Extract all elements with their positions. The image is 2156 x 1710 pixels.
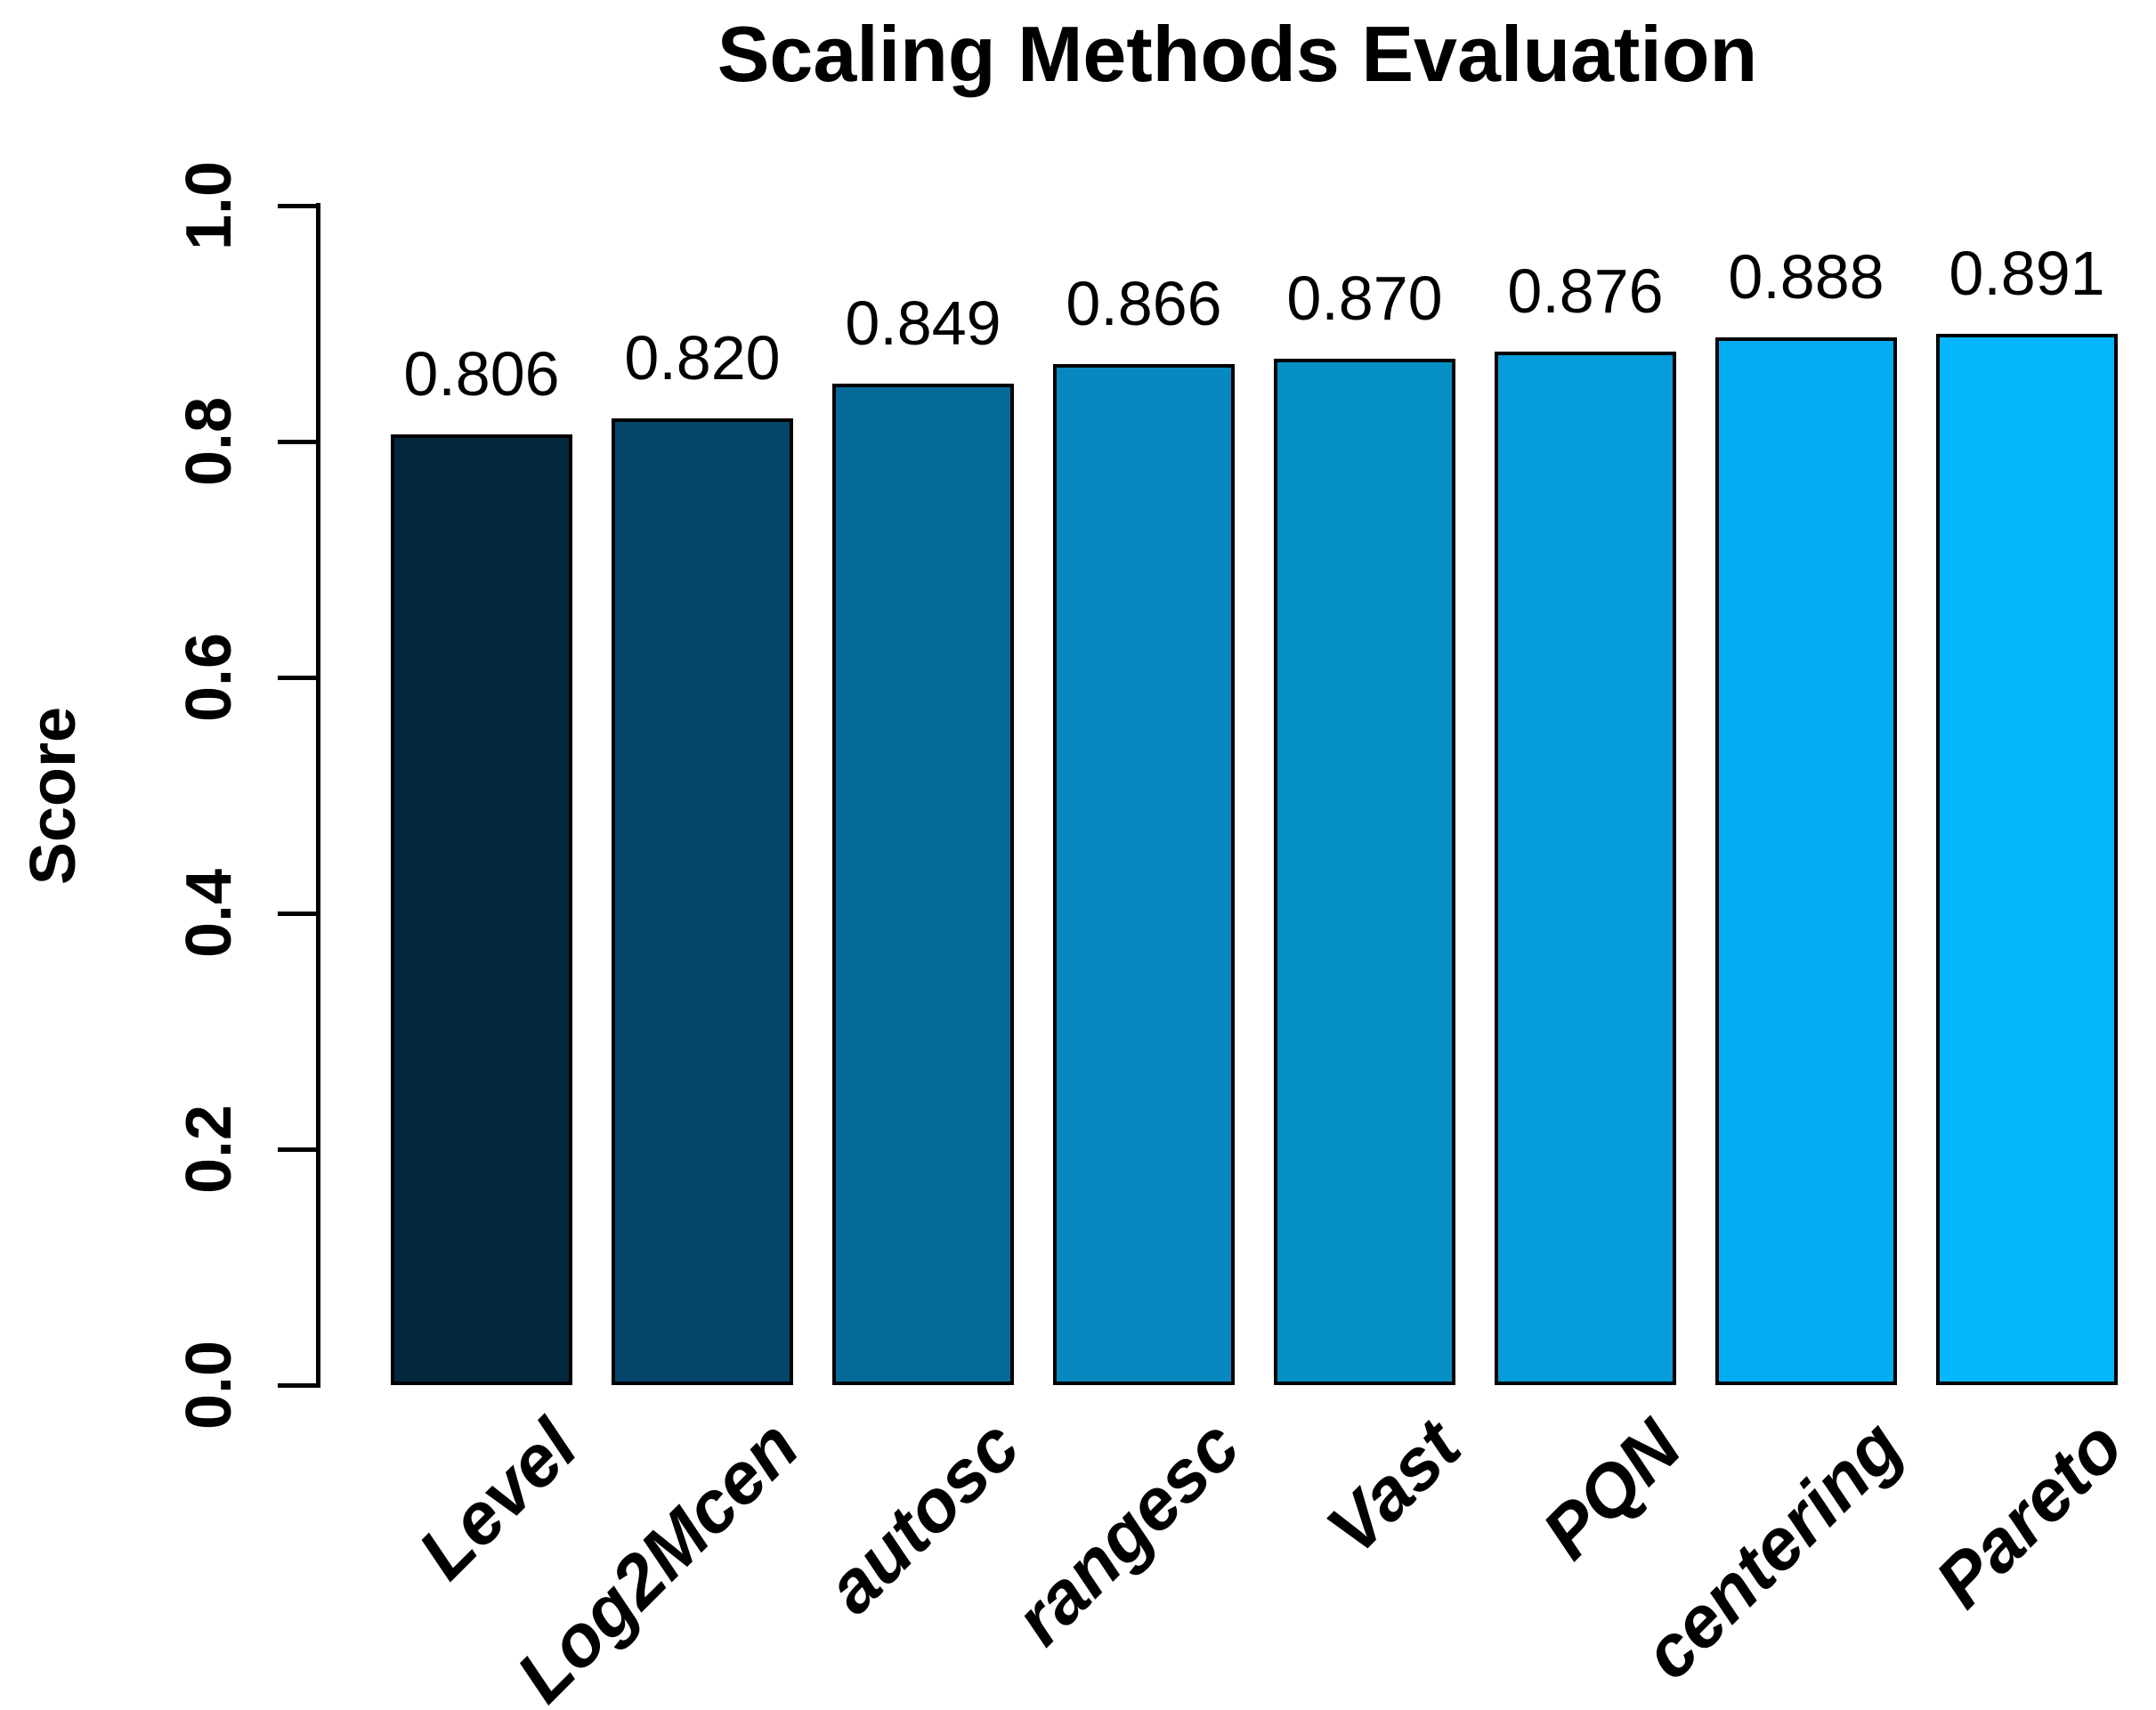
bar-value-label: 0.806	[403, 339, 560, 409]
y-tick-label: 0.0	[174, 1340, 245, 1430]
y-tick-label: 0.6	[174, 632, 245, 723]
y-tick	[278, 1147, 319, 1152]
bar-value-label: 0.891	[1949, 239, 2105, 309]
x-category-label: Level	[403, 1405, 594, 1595]
x-category-label: autosc	[810, 1405, 1035, 1629]
y-tick-label: 0.4	[174, 868, 245, 959]
y-axis-label: Score	[18, 706, 89, 886]
bar-value-label: 0.876	[1507, 256, 1664, 327]
y-tick-label: 1.0	[174, 160, 245, 251]
bar	[1936, 334, 2118, 1385]
y-tick	[278, 440, 319, 444]
bar	[1053, 363, 1235, 1385]
bar	[612, 417, 793, 1385]
x-category-label: Vast	[1311, 1405, 1477, 1570]
x-category-label: rangesc	[1000, 1405, 1256, 1661]
bar-value-label: 0.866	[1066, 268, 1222, 338]
y-tick	[278, 204, 319, 208]
bar-value-label: 0.820	[624, 322, 781, 393]
bar-value-label: 0.870	[1286, 263, 1443, 334]
bar	[1495, 352, 1676, 1385]
y-tick-label: 0.2	[174, 1104, 245, 1195]
x-category-label: PQN	[1528, 1405, 1698, 1575]
x-category-label: Pareto	[1920, 1405, 2139, 1624]
bar	[391, 434, 572, 1385]
chart-title: Scaling Methods Evaluation	[717, 10, 1758, 98]
y-axis-line	[316, 203, 320, 1388]
y-tick	[278, 1383, 319, 1388]
bar-value-label: 0.888	[1728, 242, 1884, 312]
bar	[1715, 337, 1897, 1385]
bar	[832, 384, 1014, 1385]
bar	[1274, 359, 1455, 1385]
y-tick	[278, 912, 319, 916]
y-tick-label: 0.8	[174, 396, 245, 487]
bar-value-label: 0.849	[845, 288, 1001, 359]
y-tick	[278, 676, 319, 680]
